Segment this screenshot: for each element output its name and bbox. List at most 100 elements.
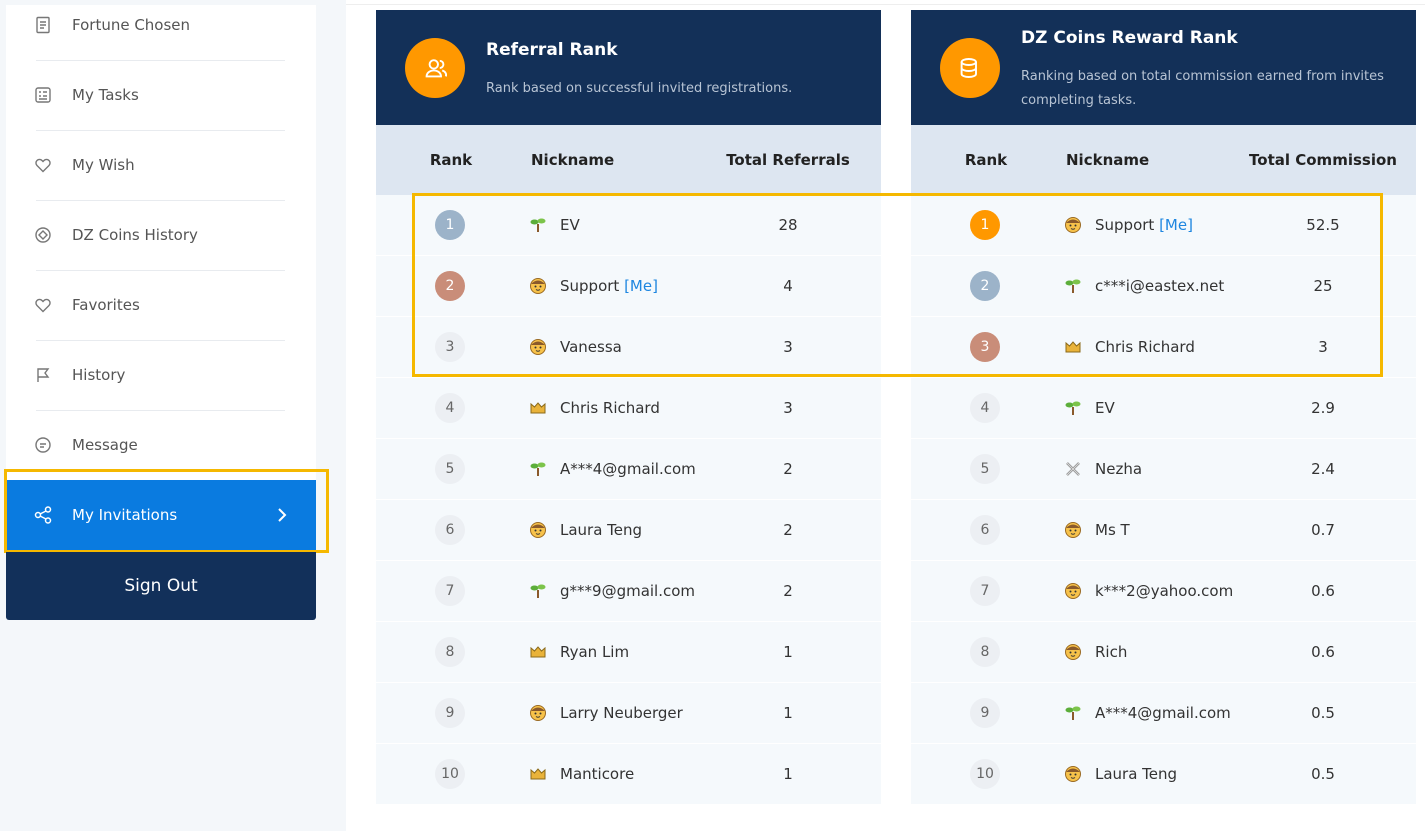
rank-row: 3 Chris Richard 3 bbox=[911, 317, 1416, 378]
badge-icon bbox=[1065, 401, 1081, 415]
badge-icon bbox=[1065, 217, 1081, 233]
card-header: Referral Rank Rank based on successful in… bbox=[376, 10, 881, 125]
column-label: Total Referrals bbox=[726, 151, 850, 169]
nickname-icon bbox=[529, 338, 547, 356]
rank-badge: 1 bbox=[970, 210, 1000, 240]
column-label: Nickname bbox=[1066, 151, 1150, 169]
badge-icon bbox=[530, 646, 546, 658]
divider bbox=[36, 130, 285, 131]
nickname-text: Laura Teng bbox=[560, 521, 643, 539]
menu-item[interactable]: Favorites bbox=[6, 270, 316, 340]
total: 3 bbox=[783, 399, 793, 417]
nickname-text: A***4@gmail.com bbox=[1095, 704, 1231, 722]
nickname: Laura Teng bbox=[560, 521, 642, 539]
nickname-icon bbox=[1064, 277, 1082, 295]
menu-item[interactable]: Fortune Chosen bbox=[6, 0, 316, 60]
total: 0.6 bbox=[1311, 643, 1335, 661]
highlight bbox=[4, 469, 329, 553]
badge-icon bbox=[530, 462, 546, 476]
rank-badge: 3 bbox=[970, 332, 1000, 362]
total: 4 bbox=[783, 277, 793, 295]
rank-badge: 4 bbox=[970, 393, 1000, 423]
badge-icon bbox=[530, 522, 546, 538]
rank-row: 10 Manticore 1 bbox=[376, 744, 881, 805]
rank-row: 9 A***4@gmail.com 0.5 bbox=[911, 683, 1416, 744]
nickname-text: EV bbox=[1095, 399, 1115, 417]
menu-label: DZ Coins History bbox=[72, 226, 198, 244]
nickname-text: Support bbox=[1095, 216, 1155, 234]
badge-icon bbox=[1065, 644, 1081, 660]
badge-icon bbox=[530, 339, 546, 355]
column-label: Nickname bbox=[531, 151, 615, 169]
menu-label: My Tasks bbox=[72, 86, 139, 104]
nickname: Nezha bbox=[1095, 460, 1142, 478]
menu-icon bbox=[35, 87, 51, 103]
rank-badge: 7 bbox=[970, 576, 1000, 606]
header-glyph bbox=[425, 59, 447, 78]
nickname-text: Vanessa bbox=[560, 338, 622, 356]
rank-badge: 10 bbox=[435, 759, 465, 789]
nickname-icon bbox=[1064, 521, 1082, 539]
nickname-text: k***2@yahoo.com bbox=[1095, 582, 1234, 600]
rank-row: 7 k***2@yahoo.com 0.6 bbox=[911, 561, 1416, 622]
nickname: c***i@eastex.net bbox=[1095, 277, 1224, 295]
menu-label: My Invitations bbox=[72, 506, 178, 524]
badge-icon bbox=[1066, 462, 1080, 476]
rank-row: 1 EV 28 bbox=[376, 195, 881, 256]
badge-icon bbox=[1065, 341, 1081, 353]
column-header: Rank Nickname Total Commission bbox=[911, 125, 1416, 195]
nickname: Support [Me] bbox=[1095, 216, 1193, 234]
total: 3 bbox=[1318, 338, 1328, 356]
nickname-text: Laura Teng bbox=[1095, 765, 1178, 783]
rank-row: 4 Chris Richard 3 bbox=[376, 378, 881, 439]
rank-badge: 9 bbox=[435, 698, 465, 728]
menu-icon bbox=[35, 227, 51, 243]
rank-badge: 1 bbox=[435, 210, 465, 240]
total: 52.5 bbox=[1306, 216, 1340, 234]
menu-item[interactable]: DZ Coins History bbox=[6, 200, 316, 270]
total: 2 bbox=[783, 521, 793, 539]
divider bbox=[36, 60, 285, 61]
column-label: Rank bbox=[964, 151, 1008, 169]
sign-out[interactable]: Sign Out bbox=[6, 552, 316, 620]
header-icon bbox=[940, 38, 1000, 98]
me-tag: [Me] bbox=[1159, 216, 1193, 234]
total: 1 bbox=[783, 765, 793, 783]
rank-row: 5 A***4@gmail.com 2 bbox=[376, 439, 881, 500]
nickname-text: Ms T bbox=[1095, 521, 1130, 539]
card-subtitle: Rank based on successful invited registr… bbox=[486, 81, 793, 96]
header-icon bbox=[405, 38, 465, 98]
card-title: DZ Coins Reward Rank bbox=[1021, 28, 1238, 48]
nickname: Larry Neuberger bbox=[560, 704, 683, 722]
rank-row: 10 Laura Teng 0.5 bbox=[911, 744, 1416, 805]
nickname-text: Chris Richard bbox=[560, 399, 660, 417]
rank-badge: 6 bbox=[435, 515, 465, 545]
nickname-icon bbox=[529, 643, 547, 661]
total: 1 bbox=[783, 643, 793, 661]
menu-label: Message bbox=[72, 436, 138, 454]
nickname-text: Manticore bbox=[560, 765, 635, 783]
menu-item[interactable]: Message bbox=[6, 410, 316, 480]
menu-item[interactable]: My Wish bbox=[6, 130, 316, 200]
total: 0.7 bbox=[1311, 521, 1335, 539]
nickname: EV bbox=[560, 216, 580, 234]
badge-icon bbox=[1065, 766, 1081, 782]
card-header: DZ Coins Reward Rank Ranking based on tot… bbox=[911, 10, 1416, 125]
nickname: Ms T bbox=[1095, 521, 1130, 539]
me-tag: [Me] bbox=[624, 277, 658, 295]
rank-row: 4 EV 2.9 bbox=[911, 378, 1416, 439]
nickname-text: g***9@gmail.com bbox=[560, 582, 696, 600]
menu-item[interactable]: My Tasks bbox=[6, 60, 316, 130]
rank-row: 6 Laura Teng 2 bbox=[376, 500, 881, 561]
nickname-icon bbox=[1064, 704, 1082, 722]
menu-item[interactable]: History bbox=[6, 340, 316, 410]
nickname-icon bbox=[1064, 460, 1082, 478]
chevron bbox=[278, 508, 287, 522]
nickname-icon bbox=[1064, 216, 1082, 234]
topbar bbox=[346, 0, 1425, 5]
rank-row: 9 Larry Neuberger 1 bbox=[376, 683, 881, 744]
nickname-text: Chris Richard bbox=[1095, 338, 1195, 356]
rank-badge: 2 bbox=[970, 271, 1000, 301]
active-item[interactable]: My Invitations bbox=[6, 480, 316, 550]
badge-icon bbox=[530, 218, 546, 232]
